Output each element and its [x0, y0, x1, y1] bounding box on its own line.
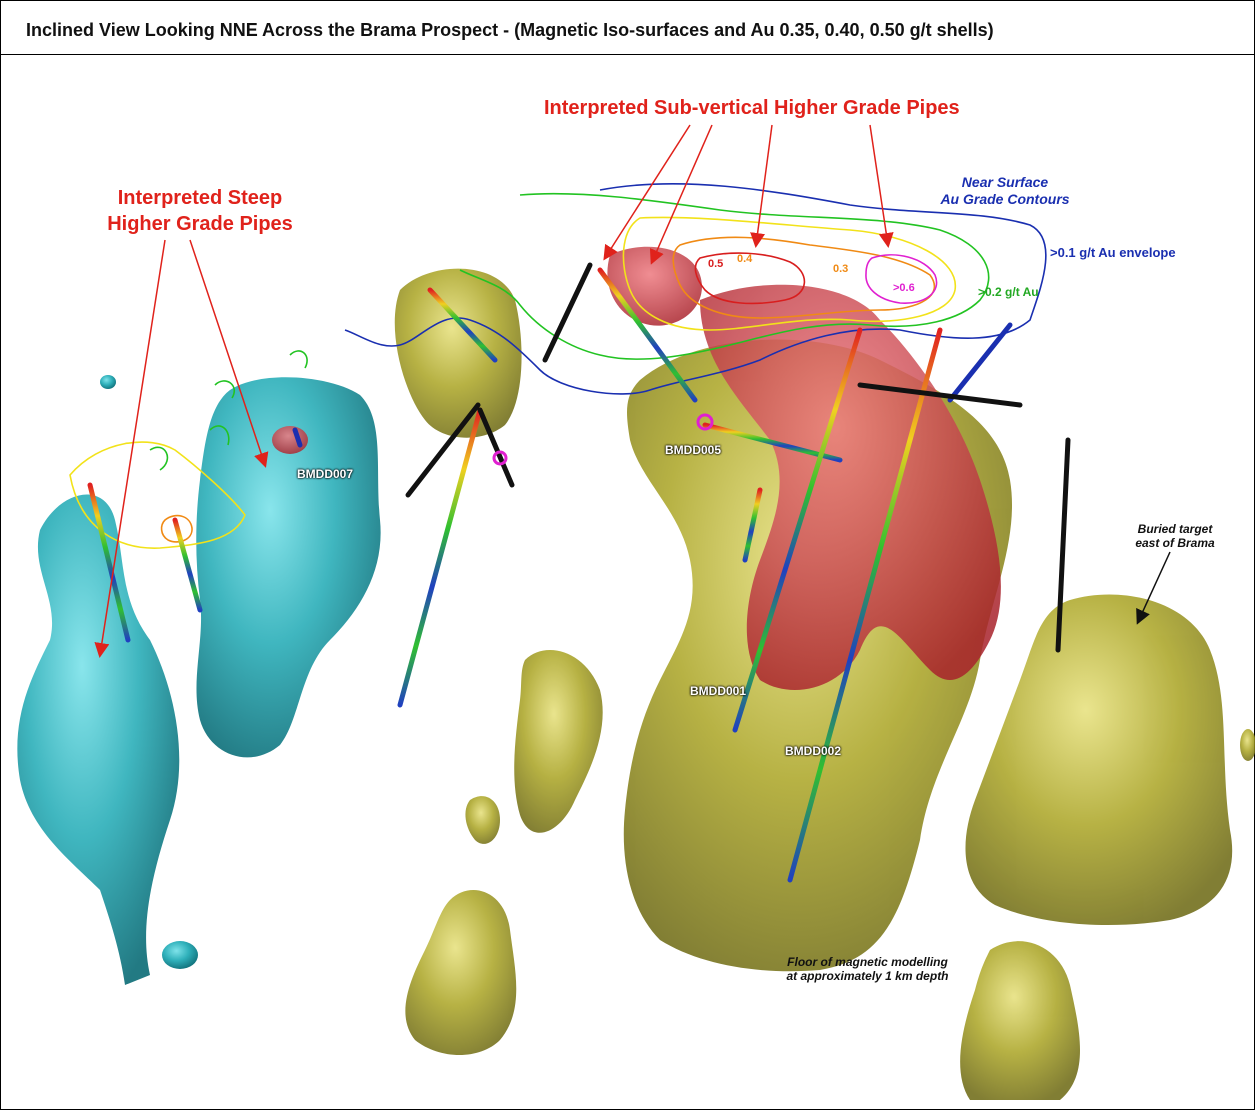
arrow-buried-target: [1136, 551, 1171, 625]
olive-body-northwest: [394, 268, 522, 438]
drillhole-trace: [477, 407, 515, 488]
contour-red: [694, 252, 806, 305]
near-surface-contours: [69, 183, 1047, 549]
label-envelope-01: >0.1 g/t Au envelope: [1050, 245, 1176, 260]
drill-holes: [87, 262, 1071, 883]
olive-blob-small: [465, 796, 500, 844]
label-bmdd007: BMDD007: [297, 467, 354, 481]
arrow-subvertical-1: [603, 124, 691, 261]
label-subvertical-pipes: Interpreted Sub-vertical Higher Grade Pi…: [544, 97, 960, 119]
label-near-surface-line2: Au Grade Contours: [940, 191, 1070, 207]
label-steep-pipes: Interpreted Steep Higher Grade Pipes: [85, 185, 315, 237]
arrow-steep-1: [94, 239, 166, 658]
drillhole-trace: [597, 267, 698, 403]
arrow-subvertical-3: [750, 124, 773, 248]
drillhole-trace: [172, 517, 203, 613]
olive-body-mid: [514, 650, 603, 833]
label-near-surface-contours: Near Surface Au Grade Contours: [925, 174, 1085, 208]
teal-blob-small: [162, 941, 198, 969]
label-contour-03: 0.3: [833, 263, 849, 275]
contour-orange: [672, 236, 936, 319]
drillhole-trace: [1055, 437, 1071, 653]
red-shell-bmdd007: [272, 426, 308, 454]
drillhole-trace: [732, 327, 863, 733]
drillhole-trace: [427, 287, 498, 363]
olive-body-south: [405, 890, 517, 1055]
contour-magenta: [865, 254, 938, 304]
drillhole-trace: [397, 407, 483, 708]
3d-scene-view: [17, 124, 1255, 1100]
drillhole-trace: [742, 487, 763, 563]
label-floor-modelling: Floor of magnetic modelling at approxima…: [760, 955, 975, 983]
label-bmdd002: BMDD002: [785, 744, 842, 758]
label-bmdd001: BMDD001: [690, 684, 747, 698]
olive-body-southeast: [960, 941, 1080, 1100]
drillhole-trace: [947, 322, 1013, 403]
olive-blob-edge: [1240, 729, 1255, 761]
label-floor-line1: Floor of magnetic modelling: [787, 955, 948, 969]
label-contour-05: 0.5: [708, 258, 724, 270]
teal-body-central: [196, 377, 381, 758]
arrow-subvertical-2: [649, 124, 713, 265]
contour-orange-west: [160, 514, 193, 543]
arrow-subvertical-4: [869, 124, 894, 248]
title-divider: [0, 54, 1255, 55]
contour-green-west: [149, 350, 308, 471]
drillhole-trace: [787, 327, 943, 883]
label-floor-line2: at approximately 1 km depth: [786, 969, 949, 983]
label-contour-06: >0.6: [893, 282, 915, 294]
drillhole-trace: [702, 422, 843, 463]
label-buried-line2: east of Brama: [1135, 536, 1215, 550]
label-near-surface-line1: Near Surface: [961, 174, 1049, 190]
teal-body-west: [17, 494, 180, 985]
au-grade-shells: [272, 246, 1001, 690]
teal-magnetic-bodies: [17, 375, 381, 985]
red-shell-north: [607, 246, 702, 326]
contour-yellow-west: [69, 441, 246, 549]
drillhole-trace: [292, 427, 303, 448]
drillhole-trace: [87, 482, 131, 643]
collar-marker: [696, 413, 714, 431]
contour-blue-envelope: [344, 183, 1047, 395]
label-buried-target: Buried target east of Brama: [1105, 522, 1245, 550]
drillhole-trace: [542, 262, 593, 363]
contour-yellow: [622, 216, 956, 331]
collar-marker: [492, 450, 508, 466]
contour-green: [459, 192, 990, 360]
teal-blob-tiny: [100, 375, 116, 389]
annotation-arrows: [94, 124, 894, 658]
figure-title: Inclined View Looking NNE Across the Bra…: [26, 20, 994, 40]
arrow-steep-2: [189, 239, 269, 468]
label-contour-04: 0.4: [737, 253, 753, 265]
olive-body-buried-target: [965, 594, 1233, 925]
label-buried-line1: Buried target: [1137, 522, 1213, 536]
label-steep-pipes-line2: Higher Grade Pipes: [107, 213, 293, 235]
drillhole-trace: [857, 382, 1023, 408]
label-steep-pipes-line1: Interpreted Steep: [117, 187, 283, 209]
drillhole-trace: [405, 402, 481, 498]
label-envelope-02: >0.2 g/t Au: [978, 285, 1039, 299]
label-bmdd005: BMDD005: [665, 443, 722, 457]
